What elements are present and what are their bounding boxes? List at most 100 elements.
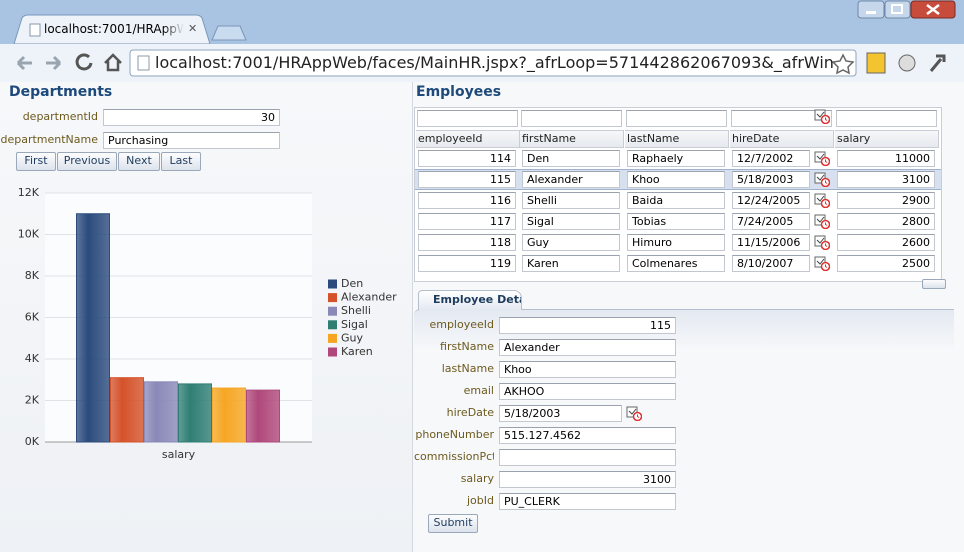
scroll-toggle[interactable]: [922, 279, 946, 289]
legend-swatch: [328, 306, 337, 316]
cell-input[interactable]: Baida: [627, 192, 725, 209]
filter-input[interactable]: [626, 110, 727, 127]
field-input[interactable]: AKHOO: [499, 383, 676, 400]
cell-input[interactable]: Alexander: [522, 171, 620, 188]
cell-input[interactable]: 5/18/2003: [732, 171, 810, 188]
cell-input[interactable]: Karen: [522, 255, 620, 272]
cell-input[interactable]: 117: [418, 213, 516, 230]
nav-button[interactable]: Last: [161, 152, 201, 171]
cell-input[interactable]: Tobias: [627, 213, 725, 230]
cell-input[interactable]: Guy: [522, 234, 620, 251]
calendar-icon[interactable]: [814, 255, 830, 271]
cell-input[interactable]: 2500: [837, 255, 935, 272]
cell-input[interactable]: 116: [418, 192, 516, 209]
y-tick-label: 4K: [25, 352, 40, 365]
cell-input[interactable]: Raphaely: [627, 150, 725, 167]
nav-button[interactable]: Next: [118, 152, 160, 171]
calendar-icon[interactable]: [626, 405, 642, 421]
field-input[interactable]: PU_CLERK: [499, 493, 676, 510]
cell-input[interactable]: 3100: [837, 171, 935, 188]
submit-button[interactable]: Submit: [428, 514, 478, 533]
field-input[interactable]: 3100: [499, 471, 676, 488]
cell-input[interactable]: 114: [418, 150, 516, 167]
y-tick-label: 8K: [25, 269, 40, 282]
bar: [212, 387, 246, 443]
cell-input[interactable]: Himuro: [627, 234, 725, 251]
cell-input[interactable]: 2900: [837, 192, 935, 209]
field-label: departmentId: [22, 110, 98, 123]
section-title: Employees: [416, 84, 502, 100]
field-input[interactable]: Khoo: [499, 361, 676, 378]
filter-input[interactable]: [521, 110, 622, 127]
section-title: Departments: [9, 84, 113, 100]
cell-input[interactable]: Den: [522, 150, 620, 167]
legend-swatch: [328, 293, 337, 303]
cell-input[interactable]: 12/7/2002: [732, 150, 810, 167]
nav-button[interactable]: Previous: [57, 152, 117, 171]
legend-label: Den: [341, 277, 363, 290]
filter-input[interactable]: [836, 110, 937, 127]
cell-input[interactable]: 118: [418, 234, 516, 251]
tab-title[interactable]: localhost:7001/HRAppWeb: [44, 22, 184, 36]
cell-input[interactable]: 2600: [837, 234, 935, 251]
bar: [144, 381, 178, 443]
calendar-icon[interactable]: [814, 213, 830, 229]
legend-swatch: [328, 333, 337, 343]
bar: [178, 383, 212, 443]
cell-input[interactable]: 7/24/2005: [732, 213, 810, 230]
salary-chart: 0K 2K 4K 6K 8K 10K 12K salary DenAlexanderShelli…: [18, 186, 397, 461]
cell-input[interactable]: 2800: [837, 213, 935, 230]
legend-swatch: [328, 347, 337, 357]
column-header[interactable]: employeeId: [416, 130, 520, 148]
calendar-icon[interactable]: [814, 192, 830, 208]
field-input[interactable]: 30: [103, 109, 280, 126]
legend-label: Sigal: [341, 318, 368, 331]
cell-input[interactable]: 8/10/2007: [732, 255, 810, 272]
browser-chrome: [0, 0, 964, 82]
bar: [76, 213, 110, 443]
calendar-icon[interactable]: [814, 234, 830, 250]
field-input[interactable]: 115: [499, 317, 676, 334]
y-tick-label: 6K: [25, 311, 40, 324]
column-header[interactable]: lastName: [625, 130, 729, 148]
field-input[interactable]: 5/18/2003: [499, 405, 622, 422]
cell-input[interactable]: 12/24/2005: [732, 192, 810, 209]
field-label: departmentName: [0, 133, 98, 146]
field-label: commissionPct: [414, 450, 494, 463]
column-header[interactable]: salary: [835, 130, 939, 148]
field-input[interactable]: Purchasing: [103, 132, 280, 149]
calendar-icon[interactable]: [814, 171, 830, 187]
cell-input[interactable]: 115: [418, 171, 516, 188]
field-label: phoneNumber: [415, 428, 494, 441]
field-label: firstName: [440, 340, 494, 353]
field-input[interactable]: [499, 449, 676, 466]
cell-input[interactable]: 119: [418, 255, 516, 272]
y-tick-label: 12K: [18, 186, 40, 199]
column-header[interactable]: firstName: [520, 130, 624, 148]
cell-input[interactable]: 11000: [837, 150, 935, 167]
field-label: employeeId: [429, 318, 494, 331]
column-header[interactable]: hireDate: [730, 130, 834, 148]
tab-close[interactable]: ✕: [188, 22, 198, 35]
filter-input[interactable]: [417, 110, 518, 127]
calendar-icon[interactable]: [814, 108, 830, 124]
nav-button[interactable]: First: [16, 152, 56, 171]
filter-input[interactable]: [731, 110, 832, 127]
cell-input[interactable]: 11/15/2006: [732, 234, 810, 251]
legend-swatch: [328, 320, 337, 330]
field-input[interactable]: 515.127.4562: [499, 427, 676, 444]
cell-input[interactable]: Khoo: [627, 171, 725, 188]
address-bar[interactable]: localhost:7001/HRAppWeb/faces/MainHR.jsp…: [155, 53, 835, 72]
cell-input[interactable]: Shelli: [522, 192, 620, 209]
field-label: lastName: [441, 362, 494, 375]
field-label: salary: [460, 472, 494, 485]
detail-tab[interactable]: Employee Detail: [418, 290, 522, 310]
bar: [246, 389, 280, 443]
cell-input[interactable]: Sigal: [522, 213, 620, 230]
field-input[interactable]: Alexander: [499, 339, 676, 356]
x-tick-label: salary: [162, 448, 196, 461]
cell-input[interactable]: Colmenares: [627, 255, 725, 272]
y-tick-label: 0K: [25, 435, 40, 448]
calendar-icon[interactable]: [814, 150, 830, 166]
